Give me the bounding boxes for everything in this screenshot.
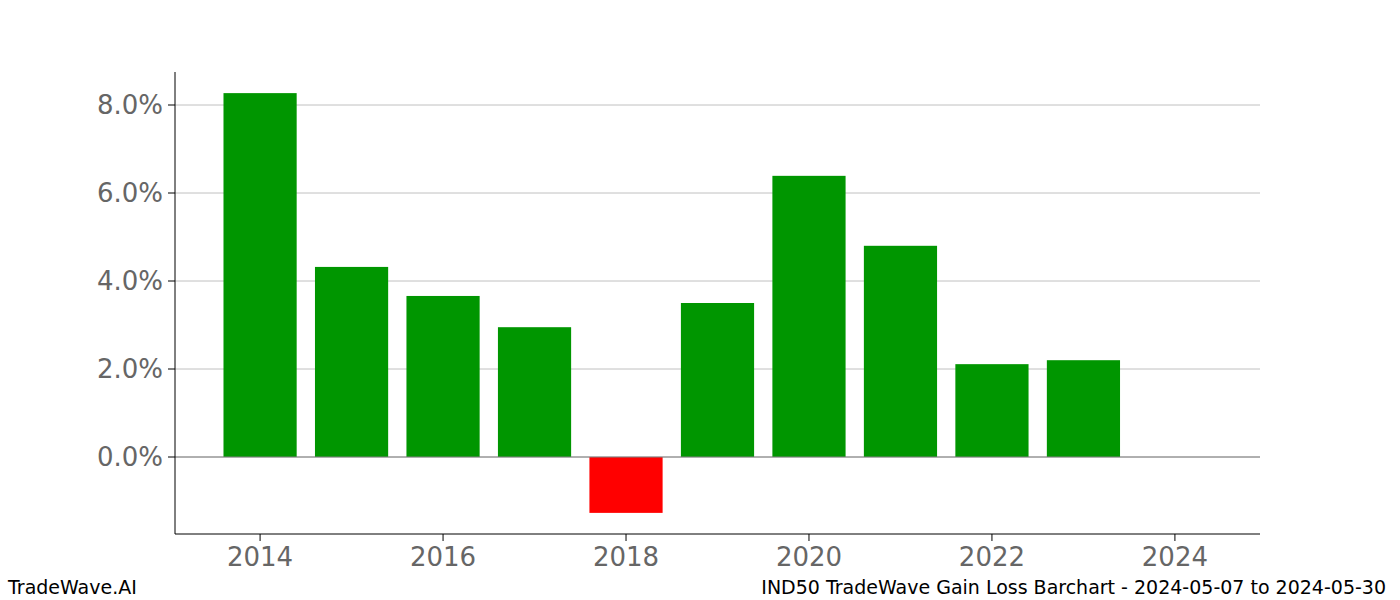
bar bbox=[223, 93, 296, 457]
y-tick bbox=[168, 457, 175, 458]
y-tick bbox=[168, 105, 175, 106]
grid-line bbox=[175, 105, 1260, 106]
x-axis bbox=[175, 534, 1260, 535]
chart-svg: 0.0% 2.0% 4.0% 6.0% 8.0% 2014 2016 2018 2020 2022… bbox=[0, 0, 1400, 600]
y-tick-label: 0.0% bbox=[97, 442, 163, 472]
x-tick-label: 2018 bbox=[593, 542, 659, 572]
x-tick-label: 2024 bbox=[1142, 542, 1208, 572]
x-tick-label: 2022 bbox=[959, 542, 1025, 572]
x-tick-label: 2016 bbox=[410, 542, 476, 572]
title: IND50 TradeWave Gain Loss Barchart - 202… bbox=[761, 576, 1386, 598]
bar bbox=[864, 246, 937, 457]
grid-line bbox=[175, 193, 1260, 194]
x-tick bbox=[260, 534, 261, 541]
annotation: TradeWave.AI bbox=[7, 576, 137, 598]
bar bbox=[772, 176, 845, 457]
bar bbox=[406, 296, 479, 457]
bar bbox=[681, 303, 754, 457]
chart-container: 0.0% 2.0% 4.0% 6.0% 8.0% 2014 2016 2018 2020 2022… bbox=[0, 0, 1400, 600]
x-tick bbox=[991, 534, 992, 541]
y-tick-label: 6.0% bbox=[97, 178, 163, 208]
y-tick bbox=[168, 369, 175, 370]
x-tick bbox=[1174, 534, 1175, 541]
zero-line bbox=[175, 457, 1260, 458]
y-tick-label: 8.0% bbox=[97, 90, 163, 120]
bars bbox=[223, 93, 1120, 513]
bar bbox=[315, 267, 388, 457]
x-tick bbox=[626, 534, 627, 541]
x-tick bbox=[443, 534, 444, 541]
bar bbox=[1047, 360, 1120, 457]
y-tick-label: 2.0% bbox=[97, 354, 163, 384]
bar bbox=[589, 457, 662, 513]
x-tick-label: 2014 bbox=[227, 542, 293, 572]
background bbox=[0, 0, 1400, 600]
grid-line bbox=[175, 457, 1260, 458]
x-tick-label: 2020 bbox=[776, 542, 842, 572]
bar bbox=[955, 364, 1028, 457]
y-tick bbox=[168, 193, 175, 194]
x-tick bbox=[808, 534, 809, 541]
y-tick bbox=[168, 281, 175, 282]
y-tick-label: 4.0% bbox=[97, 266, 163, 296]
bar bbox=[498, 327, 571, 457]
y-axis bbox=[175, 72, 176, 534]
